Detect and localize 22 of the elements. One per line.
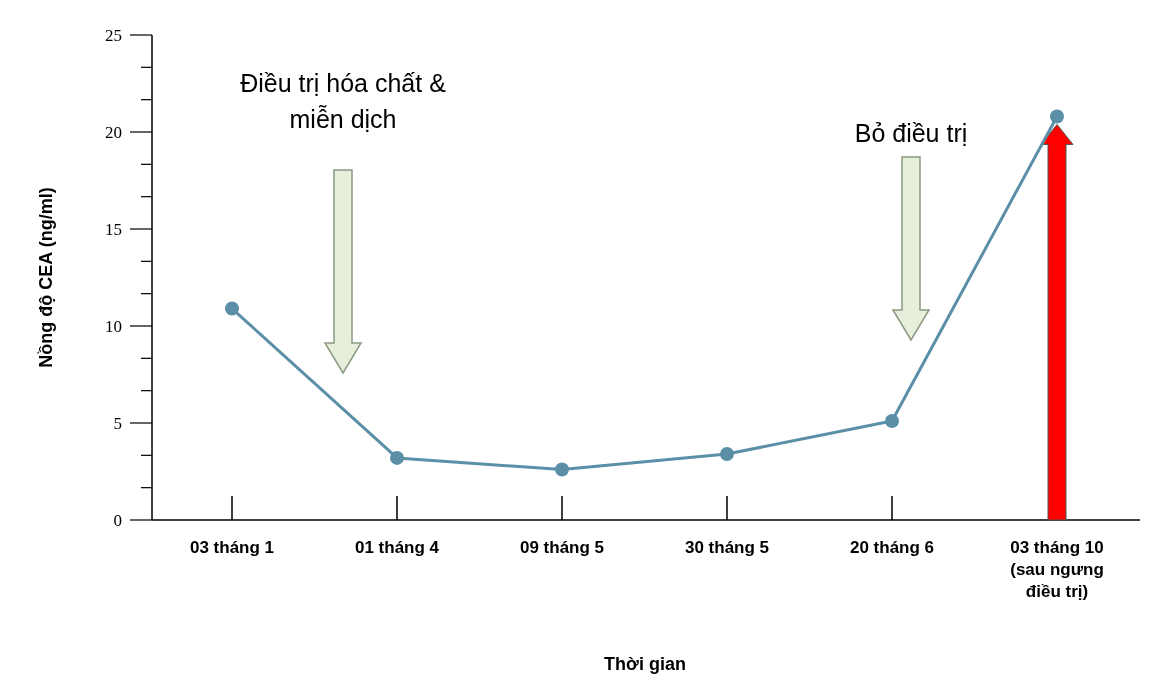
point [885, 414, 899, 429]
x-tick-label: 09 tháng 5 [519, 538, 605, 557]
point [390, 450, 404, 465]
annotation: Điều trị hóa chất & miễn dịch [240, 69, 447, 133]
x-tick-label: 03 tháng 10 (sau ngưng điều trị) [1010, 538, 1104, 601]
annotation: Bỏ điều trị [854, 119, 968, 147]
y-tick-label: 10 [105, 316, 122, 336]
point [555, 462, 569, 477]
y-tick-label: 20 [105, 122, 122, 142]
x-tick-label: 01 tháng 4 [354, 538, 440, 557]
x-tick-label: 20 tháng 6 [849, 538, 935, 557]
y-tick-label: 5 [113, 413, 122, 433]
x-axis-title: Thời gian [604, 654, 686, 674]
x-tick-label: 03 tháng 1 [189, 538, 275, 557]
y-tick-label: 25 [105, 25, 122, 45]
y-axis-title: Nồng độ CEA (ng/ml) [36, 187, 56, 368]
point [225, 301, 239, 316]
point [1050, 109, 1064, 124]
y-tick-label: 15 [105, 219, 122, 239]
point [720, 447, 734, 462]
y-tick-label: 0 [113, 510, 122, 530]
x-tick-label: 30 tháng 5 [684, 538, 770, 557]
